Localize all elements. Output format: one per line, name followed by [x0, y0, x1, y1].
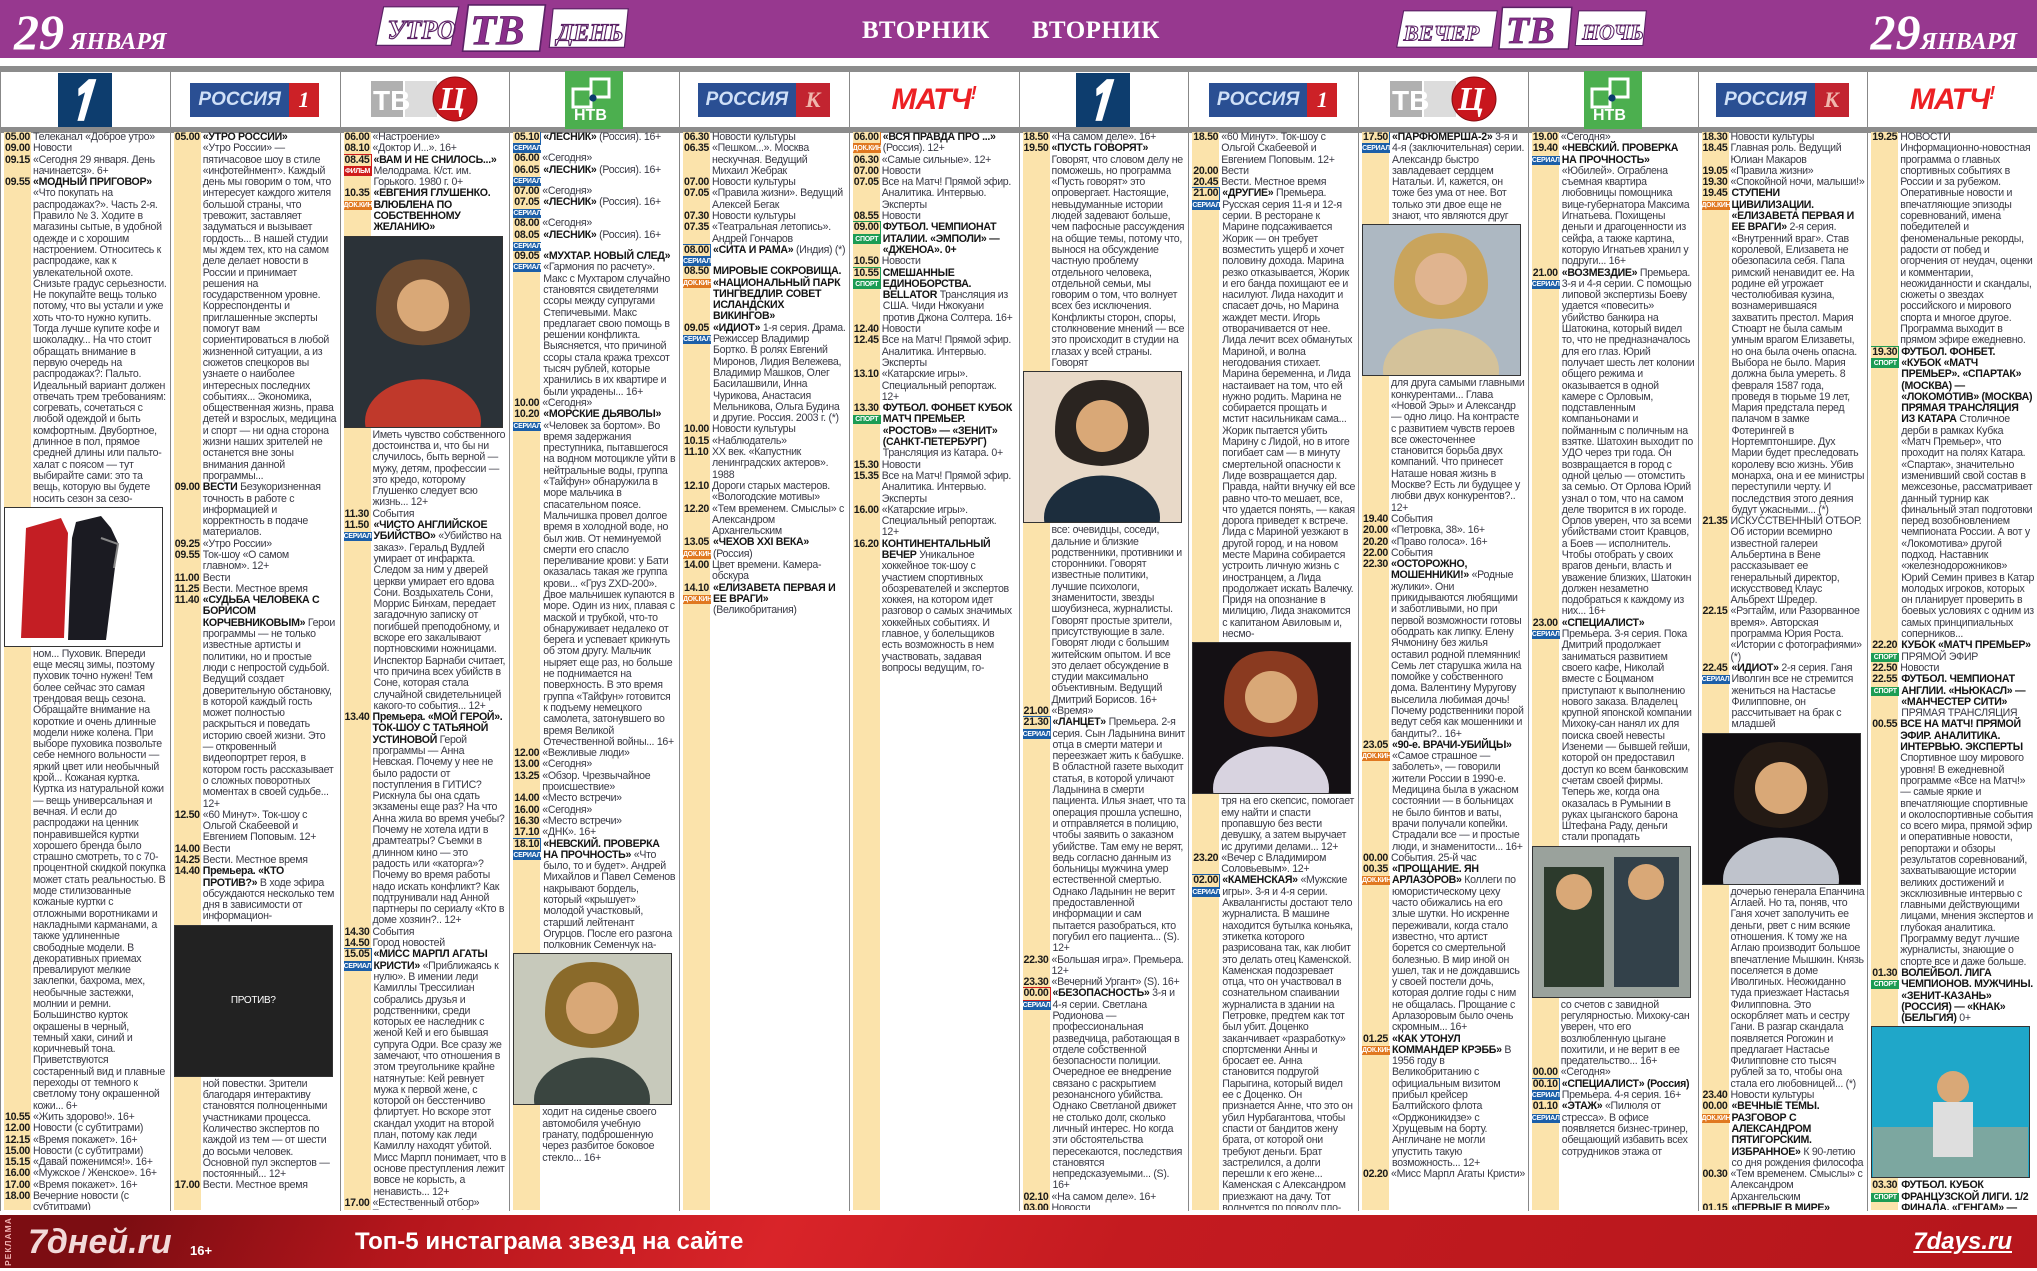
- svg-text:УТРО: УТРО: [387, 16, 456, 45]
- svg-text:TB: TB: [1392, 85, 1429, 116]
- svg-text:ДЕНЬ: ДЕНЬ: [555, 21, 623, 47]
- svg-text:НТВ: НТВ: [1593, 107, 1626, 124]
- svg-text:ТВ: ТВ: [1506, 10, 1555, 52]
- svg-text:НТВ: НТВ: [574, 107, 607, 124]
- svg-text:НОЧЬ: НОЧЬ: [1581, 20, 1644, 44]
- svg-text:Ц: Ц: [1457, 81, 1486, 118]
- svg-text:TB: TB: [373, 85, 410, 116]
- svg-text:ВЕЧЕР: ВЕЧЕР: [1403, 20, 1480, 45]
- svg-text:Ц: Ц: [438, 81, 467, 118]
- svg-text:ТВ: ТВ: [470, 7, 524, 54]
